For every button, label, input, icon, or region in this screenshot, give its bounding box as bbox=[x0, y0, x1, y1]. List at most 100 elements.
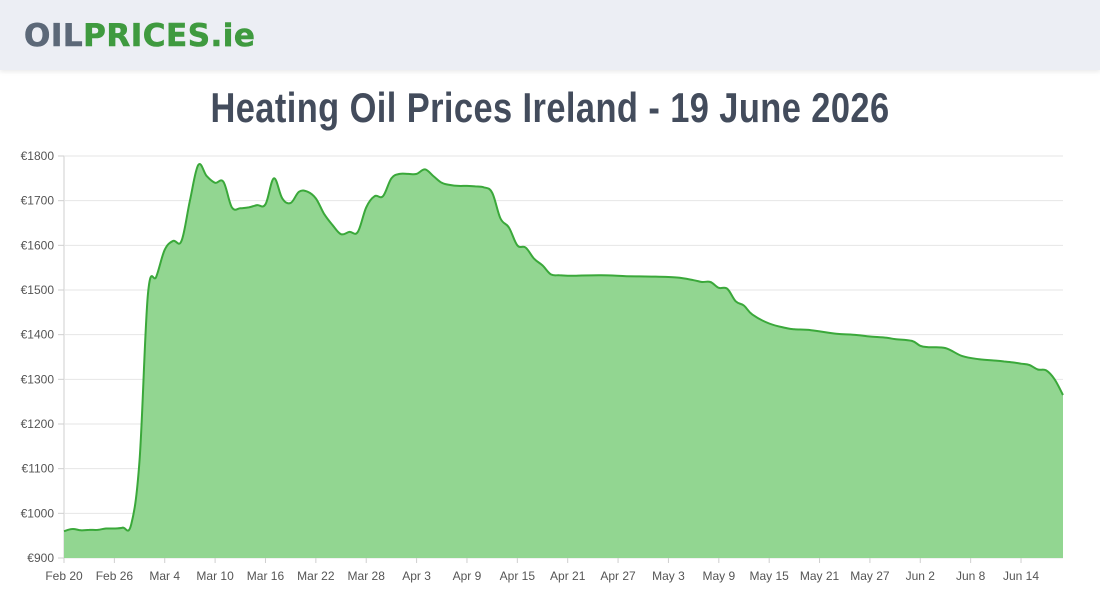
data-point[interactable] bbox=[237, 205, 243, 211]
data-point[interactable] bbox=[959, 353, 965, 359]
data-point[interactable] bbox=[111, 526, 117, 532]
data-point[interactable] bbox=[909, 338, 915, 344]
site-logo[interactable]: OILPRICES.ie bbox=[24, 16, 256, 56]
data-point[interactable] bbox=[926, 344, 932, 350]
data-point[interactable] bbox=[153, 274, 159, 280]
data-point[interactable] bbox=[867, 334, 873, 340]
data-point[interactable] bbox=[380, 193, 386, 199]
data-point[interactable] bbox=[372, 193, 378, 199]
data-point[interactable] bbox=[1060, 392, 1066, 398]
data-point[interactable] bbox=[321, 211, 327, 217]
data-point[interactable] bbox=[204, 173, 210, 179]
data-point[interactable] bbox=[791, 326, 797, 332]
data-point[interactable] bbox=[481, 184, 487, 190]
data-point[interactable] bbox=[808, 327, 814, 333]
data-point[interactable] bbox=[397, 171, 403, 177]
data-point[interactable] bbox=[313, 195, 319, 201]
data-point[interactable] bbox=[917, 343, 923, 349]
data-point[interactable] bbox=[1043, 367, 1049, 373]
data-point[interactable] bbox=[884, 335, 890, 341]
data-point[interactable] bbox=[514, 242, 520, 248]
data-point[interactable] bbox=[699, 279, 705, 285]
data-point[interactable] bbox=[766, 321, 772, 327]
data-point[interactable] bbox=[489, 190, 495, 196]
data-point[interactable] bbox=[649, 274, 655, 280]
data-point[interactable] bbox=[422, 166, 428, 172]
data-point[interactable] bbox=[405, 171, 411, 177]
data-point[interactable] bbox=[716, 285, 722, 291]
data-point[interactable] bbox=[531, 256, 537, 262]
data-point[interactable] bbox=[128, 522, 134, 528]
data-point[interactable] bbox=[430, 173, 436, 179]
data-point[interactable] bbox=[674, 275, 680, 281]
data-point[interactable] bbox=[179, 238, 185, 244]
data-point[interactable] bbox=[556, 272, 562, 278]
data-point[interactable] bbox=[363, 204, 369, 210]
data-point[interactable] bbox=[472, 183, 478, 189]
data-point[interactable] bbox=[1010, 359, 1016, 365]
data-point[interactable] bbox=[724, 286, 730, 292]
data-point[interactable] bbox=[388, 175, 394, 181]
data-point[interactable] bbox=[733, 298, 739, 304]
data-point[interactable] bbox=[86, 527, 92, 533]
data-point[interactable] bbox=[296, 189, 302, 195]
data-point[interactable] bbox=[355, 229, 361, 235]
data-point[interactable] bbox=[1035, 367, 1041, 373]
data-point[interactable] bbox=[246, 204, 252, 210]
data-point[interactable] bbox=[456, 183, 462, 189]
data-point[interactable] bbox=[288, 200, 294, 206]
data-point[interactable] bbox=[447, 182, 453, 188]
data-point[interactable] bbox=[523, 245, 529, 251]
data-point[interactable] bbox=[1018, 361, 1024, 367]
data-point[interactable] bbox=[850, 332, 856, 338]
data-point[interactable] bbox=[943, 345, 949, 351]
data-point[interactable] bbox=[892, 336, 898, 342]
data-point[interactable] bbox=[170, 238, 176, 244]
data-point[interactable] bbox=[330, 222, 336, 228]
data-point[interactable] bbox=[749, 312, 755, 318]
data-point[interactable] bbox=[573, 273, 579, 279]
data-point[interactable] bbox=[69, 526, 75, 532]
data-point[interactable] bbox=[1052, 376, 1058, 382]
data-point[interactable] bbox=[162, 247, 168, 253]
data-point[interactable] bbox=[624, 273, 630, 279]
data-point[interactable] bbox=[221, 179, 227, 185]
data-point[interactable] bbox=[137, 457, 143, 463]
data-point[interactable] bbox=[212, 180, 218, 186]
x-tick-label: May 21 bbox=[800, 569, 840, 583]
data-point[interactable] bbox=[707, 279, 713, 285]
data-point[interactable] bbox=[540, 262, 546, 268]
data-point[interactable] bbox=[187, 198, 193, 204]
data-point[interactable] bbox=[338, 231, 344, 237]
data-point[interactable] bbox=[254, 202, 260, 208]
data-point[interactable] bbox=[498, 216, 504, 222]
data-point[interactable] bbox=[95, 527, 101, 533]
data-point[interactable] bbox=[145, 292, 151, 298]
data-point[interactable] bbox=[263, 201, 269, 207]
data-point[interactable] bbox=[833, 331, 839, 337]
data-point[interactable] bbox=[229, 204, 235, 210]
data-point[interactable] bbox=[598, 272, 604, 278]
data-point[interactable] bbox=[271, 175, 277, 181]
data-point[interactable] bbox=[993, 358, 999, 364]
data-point[interactable] bbox=[103, 526, 109, 532]
data-point[interactable] bbox=[976, 356, 982, 362]
data-point[interactable] bbox=[783, 325, 789, 331]
data-point[interactable] bbox=[279, 195, 285, 201]
data-point[interactable] bbox=[120, 525, 126, 531]
data-point[interactable] bbox=[195, 162, 201, 168]
data-point[interactable] bbox=[548, 271, 554, 277]
data-point[interactable] bbox=[1026, 362, 1032, 368]
data-point[interactable] bbox=[61, 528, 67, 534]
data-point[interactable] bbox=[78, 527, 84, 533]
data-point[interactable] bbox=[1001, 359, 1007, 365]
data-point[interactable] bbox=[439, 180, 445, 186]
data-point[interactable] bbox=[506, 225, 512, 231]
data-point[interactable] bbox=[464, 183, 470, 189]
data-point[interactable] bbox=[565, 273, 571, 279]
data-point[interactable] bbox=[741, 303, 747, 309]
data-point[interactable] bbox=[346, 229, 352, 235]
data-point[interactable] bbox=[305, 189, 311, 195]
data-point[interactable] bbox=[691, 277, 697, 283]
data-point[interactable] bbox=[414, 171, 420, 177]
